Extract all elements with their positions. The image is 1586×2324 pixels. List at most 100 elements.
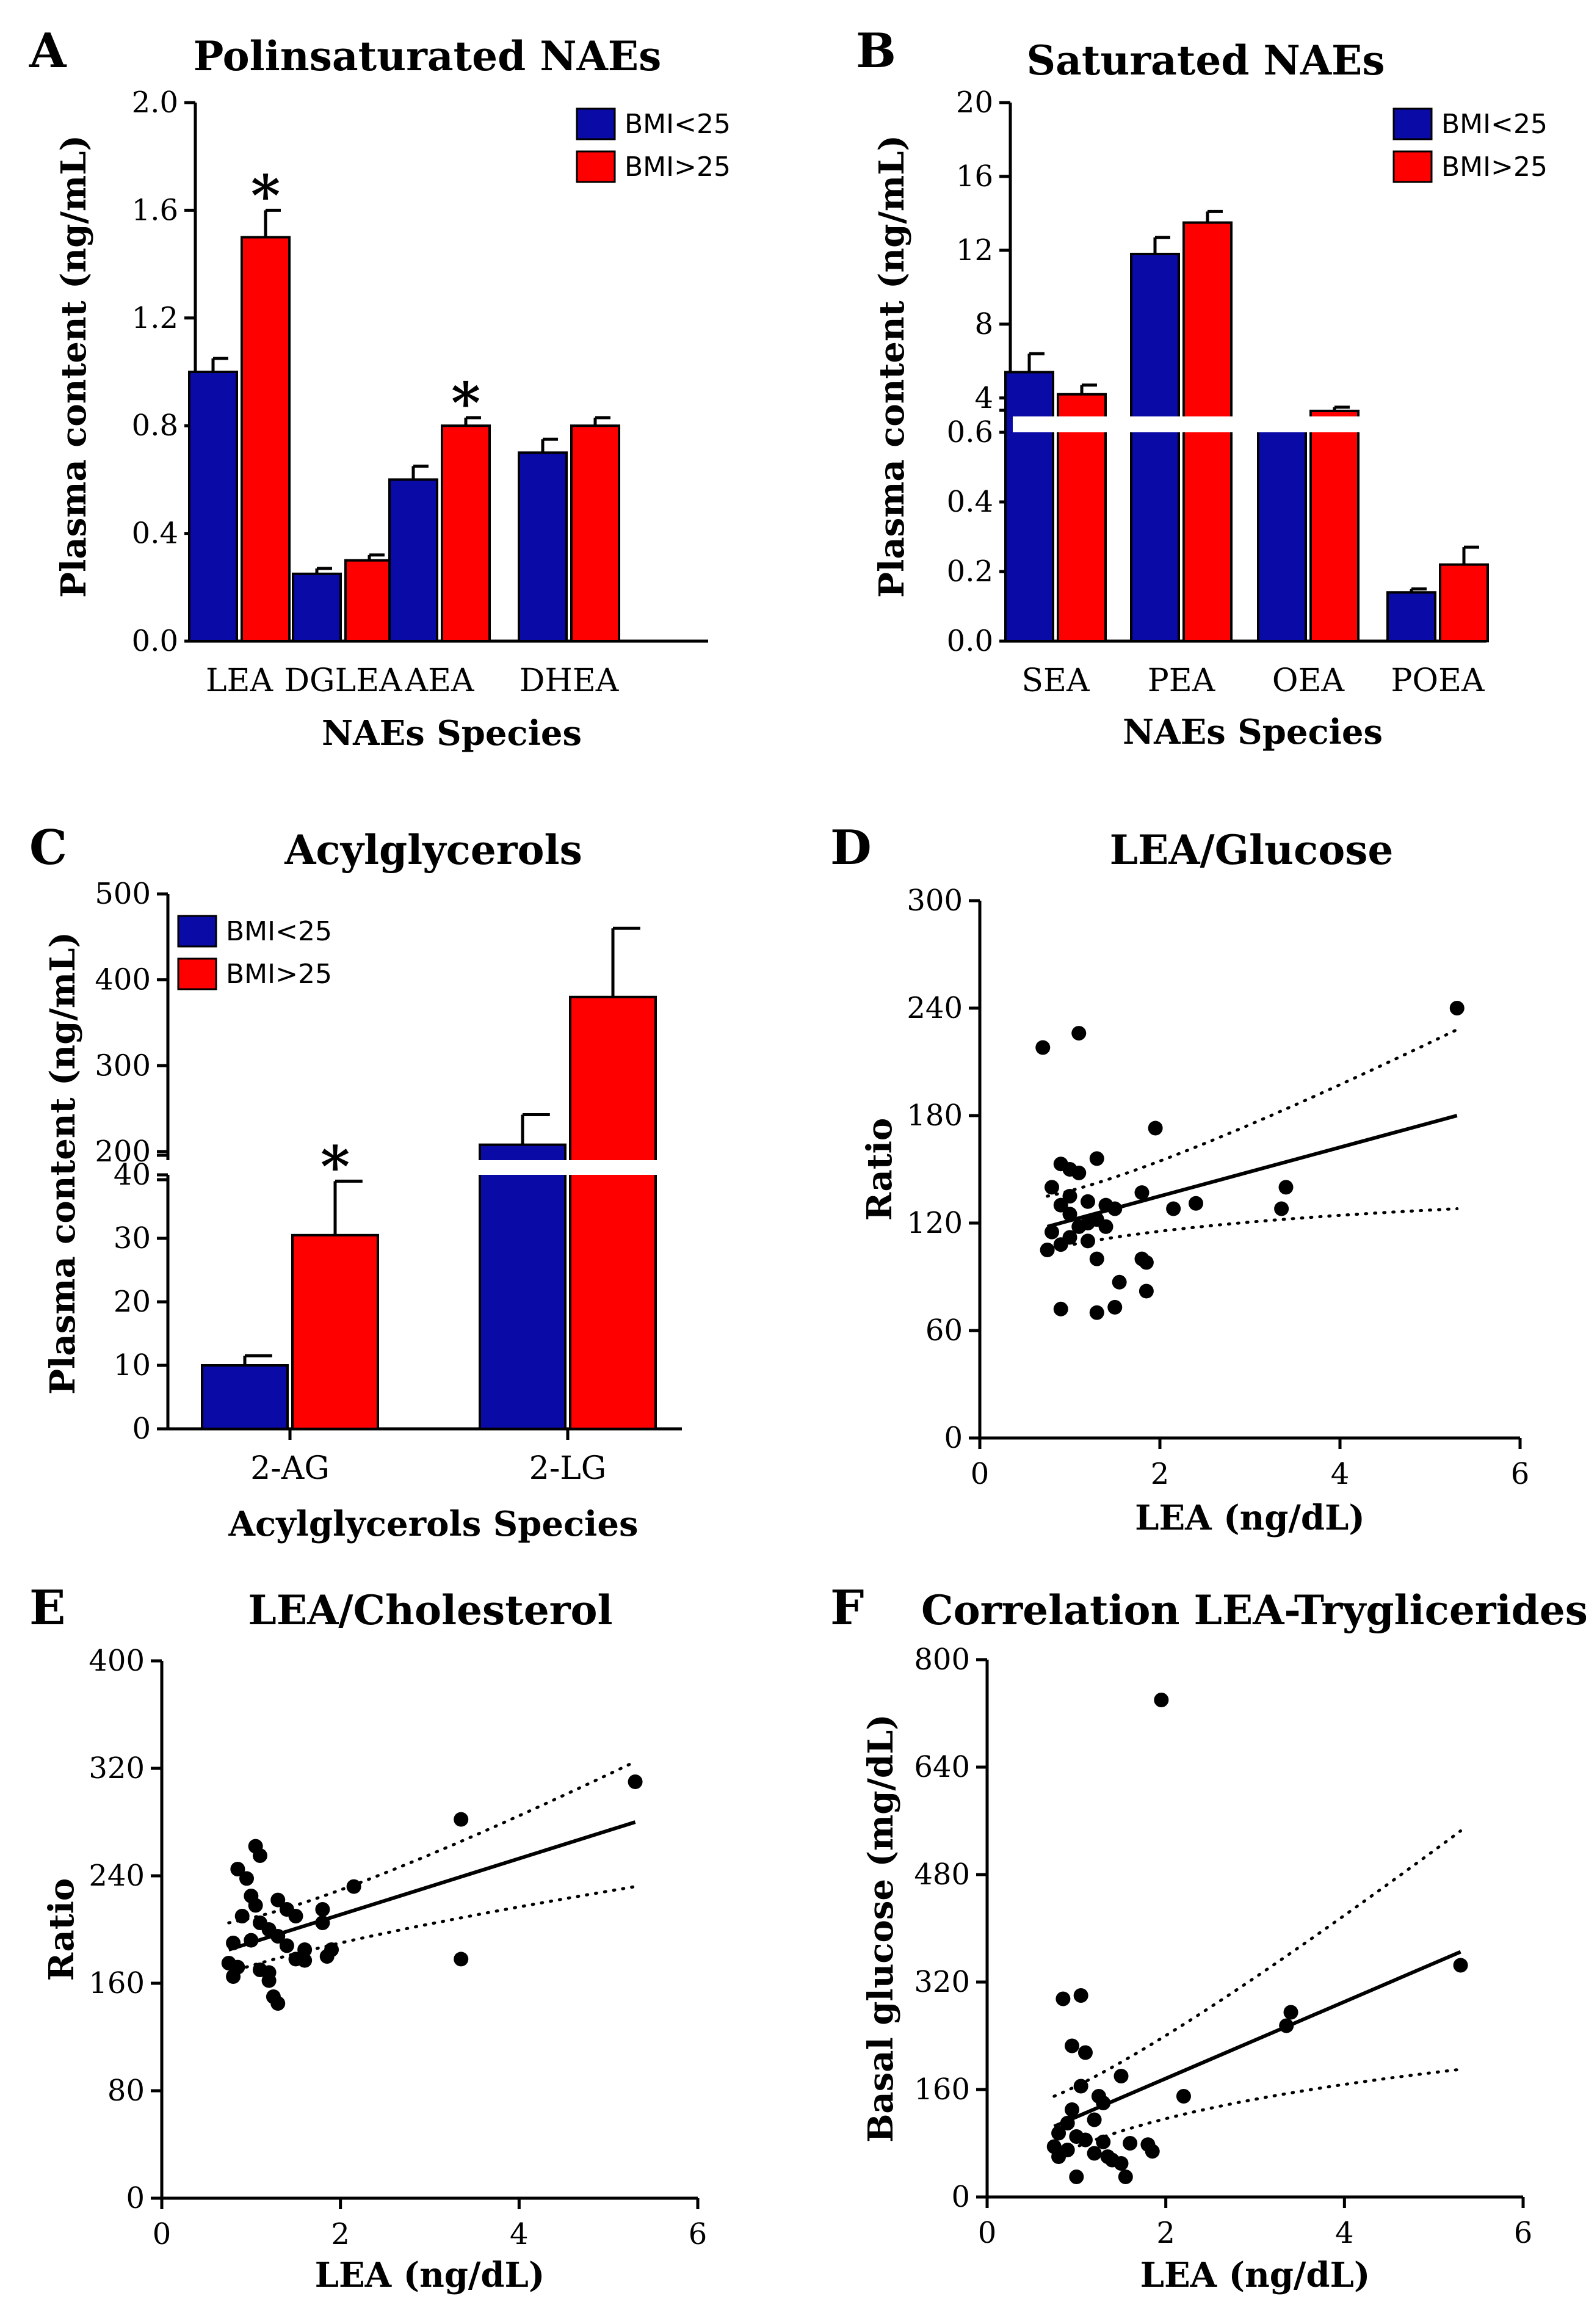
data-point	[1053, 1237, 1068, 1252]
x-tick-label: SEA	[1021, 663, 1090, 699]
legend-swatch-bmi-low	[1392, 107, 1433, 140]
data-point	[1062, 1189, 1077, 1204]
data-point	[261, 1973, 277, 1988]
data-point	[1071, 1165, 1087, 1180]
y-tick-label: 240	[907, 991, 963, 1025]
y-axis-label: Ratio	[860, 1118, 900, 1221]
data-point	[1065, 2102, 1080, 2117]
data-point	[1056, 1991, 1071, 2006]
y-tick-label: 0.0	[947, 624, 993, 658]
x-axis-label: NAEs Species	[322, 713, 582, 753]
data-point	[1077, 2045, 1093, 2060]
panel-a: A Polinsaturated NAEs 0.0 0.4 0.8 1.2 1.6 2.0 LE…	[29, 23, 731, 753]
x-tick-label: DGLEA	[284, 663, 403, 699]
data-point	[1176, 2089, 1191, 2104]
data-point	[1051, 2126, 1066, 2141]
panel-letter: F	[830, 1580, 864, 1636]
bar-sea-bmi-low	[1004, 371, 1054, 642]
data-point	[1087, 2146, 1102, 2161]
data-point	[1062, 1207, 1077, 1222]
x-tick-label: 4	[1331, 1457, 1350, 1491]
data-point	[1071, 1026, 1087, 1041]
data-point	[1166, 1201, 1181, 1216]
x-axis-label: LEA (ng/dL)	[1140, 2255, 1371, 2295]
bar-2-ag-bmi-high	[291, 1233, 379, 1431]
y-tick-label: 20	[956, 85, 993, 120]
x-axis-label: Acylglycerols Species	[228, 1504, 639, 1544]
x-tick-label: 6	[689, 2217, 708, 2251]
y-tick-label: 240	[89, 1859, 145, 1893]
y-tick-label: 200	[95, 1135, 151, 1169]
y-tick-label: 0.4	[947, 485, 993, 519]
data-point	[1107, 1299, 1123, 1315]
regression-line	[1053, 1950, 1461, 2129]
data-point	[1073, 1988, 1088, 2003]
y-tick-label: 480	[914, 1857, 970, 1892]
y-tick-label: 0	[132, 1412, 151, 1446]
panel-b: B Saturated NAEs 0.0 0.2 0.4 0.64 8 12 16 20 SEA PE…	[856, 23, 1548, 752]
x-axis-label: LEA (ng/dL)	[315, 2255, 545, 2295]
data-point	[297, 1953, 313, 1968]
x-tick-label: 6	[1511, 1457, 1530, 1491]
y-tick-label: 0.6	[947, 415, 993, 449]
y-tick-label: 1.2	[132, 301, 178, 335]
y-tick-label: 160	[914, 2072, 970, 2107]
data-point	[1087, 2112, 1102, 2127]
y-tick-label: 0.4	[132, 517, 178, 551]
y-tick-label: 400	[89, 1644, 145, 1678]
data-point	[226, 1969, 241, 1984]
bar-oea-bmi-high	[1309, 409, 1360, 642]
bar-2-lg-bmi-low	[479, 1143, 567, 1430]
chart-title: Polinsaturated NAEs	[194, 32, 662, 80]
y-tick-label: 4	[974, 381, 993, 415]
y-tick-label: 800	[914, 1643, 970, 1677]
data-point	[234, 1909, 250, 1923]
data-point	[1189, 1196, 1203, 1211]
y-tick-label: 180	[907, 1098, 963, 1133]
x-axis-label: LEA (ng/dL)	[1135, 1498, 1365, 1538]
data-point	[1081, 1194, 1095, 1209]
significance-marker: *	[451, 370, 480, 436]
y-tick-label: 2.0	[132, 85, 178, 120]
data-point	[1089, 1305, 1104, 1320]
x-tick-label: 0	[971, 1457, 990, 1491]
data-point	[454, 1812, 469, 1827]
x-tick-label: DHEA	[520, 663, 620, 699]
y-axis-label: Plasma content (ng/mL)	[54, 135, 94, 598]
data-point	[1113, 2156, 1129, 2171]
y-tick-label: 0.8	[132, 409, 178, 443]
data-point	[230, 1862, 245, 1876]
x-axis-label: NAEs Species	[1123, 712, 1383, 752]
data-point	[270, 1996, 286, 2011]
y-tick-label: 500	[95, 877, 151, 911]
y-tick-label: 0.2	[947, 554, 993, 589]
confidence-band-upper	[1046, 1028, 1459, 1198]
bar-poea-bmi-low	[1386, 591, 1436, 643]
data-point	[1139, 1284, 1154, 1299]
data-point	[270, 1892, 286, 1908]
y-tick-label: 12	[956, 233, 993, 267]
legend-label: BMI>25	[226, 959, 332, 990]
y-tick-label: 120	[907, 1206, 963, 1240]
data-point	[1098, 1219, 1113, 1234]
data-point	[244, 1933, 259, 1948]
x-tick-label: OEA	[1272, 663, 1345, 699]
x-tick-label: 2-LG	[529, 1450, 607, 1487]
panel-letter: A	[29, 23, 67, 79]
y-axis-label: Plasma content (ng/mL)	[872, 135, 912, 598]
data-point	[1449, 1001, 1465, 1015]
bar-dhea-bmi-high	[570, 424, 620, 642]
data-point	[1089, 1251, 1104, 1266]
data-point	[315, 1902, 330, 1917]
y-tick-label: 300	[907, 884, 963, 918]
legend-label: BMI<25	[625, 109, 731, 140]
data-point	[270, 1929, 286, 1944]
data-point	[1051, 2149, 1066, 2164]
y-tick-label: 160	[89, 1966, 145, 2000]
x-tick-label: 0	[978, 2216, 997, 2250]
data-point	[226, 1936, 241, 1950]
y-tick-label: 80	[107, 2074, 145, 2108]
data-point	[346, 1879, 361, 1894]
y-tick-label: 320	[89, 1751, 145, 1785]
